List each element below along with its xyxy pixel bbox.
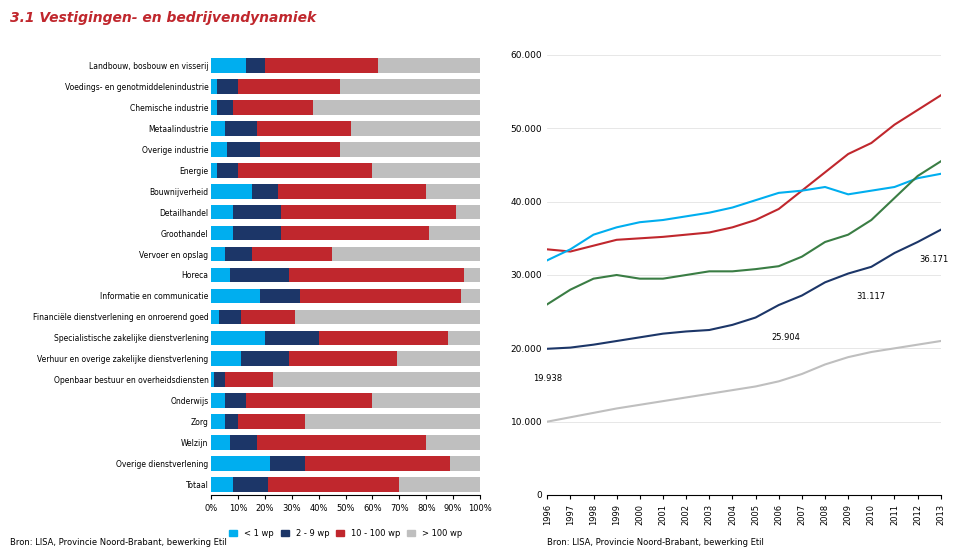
Bar xyxy=(225,372,273,387)
Bar xyxy=(211,310,219,324)
Bar xyxy=(456,205,480,219)
Bar xyxy=(450,456,480,471)
Bar xyxy=(225,121,257,136)
Bar xyxy=(259,289,300,303)
Bar xyxy=(228,142,259,157)
Bar xyxy=(211,226,232,240)
Bar xyxy=(289,351,396,366)
Text: 31.117: 31.117 xyxy=(856,293,886,301)
Bar xyxy=(241,310,295,324)
Bar xyxy=(265,58,378,73)
Bar xyxy=(230,435,257,450)
Bar xyxy=(289,268,464,282)
Bar xyxy=(232,205,281,219)
Text: 19.938: 19.938 xyxy=(533,375,562,383)
Bar xyxy=(211,184,252,199)
Bar xyxy=(268,477,399,492)
Bar xyxy=(225,247,252,261)
Bar xyxy=(211,79,217,94)
Bar xyxy=(273,372,480,387)
Bar xyxy=(300,289,461,303)
Bar xyxy=(211,121,225,136)
Bar xyxy=(211,205,232,219)
Bar xyxy=(232,226,281,240)
Bar xyxy=(238,163,372,178)
Bar xyxy=(246,393,372,408)
Bar xyxy=(257,121,351,136)
Bar xyxy=(305,414,480,429)
Bar xyxy=(378,58,480,73)
Bar xyxy=(246,58,265,73)
Bar xyxy=(219,310,241,324)
Bar xyxy=(295,310,480,324)
Bar xyxy=(265,331,319,345)
Bar xyxy=(340,79,480,94)
Bar xyxy=(238,79,340,94)
Bar xyxy=(211,58,246,73)
Text: 3.1 Vestigingen- en bedrijvendynamiek: 3.1 Vestigingen- en bedrijvendynamiek xyxy=(10,11,316,25)
Bar xyxy=(211,268,230,282)
Bar xyxy=(257,435,426,450)
Bar xyxy=(252,184,278,199)
Bar xyxy=(447,331,480,345)
Bar xyxy=(313,100,480,115)
Bar xyxy=(278,184,426,199)
Bar xyxy=(232,477,268,492)
Bar xyxy=(225,414,238,429)
Bar xyxy=(230,268,289,282)
Bar xyxy=(211,435,230,450)
Text: 36.171: 36.171 xyxy=(920,255,948,265)
Bar xyxy=(271,456,305,471)
Bar xyxy=(319,331,447,345)
Bar xyxy=(211,477,232,492)
Bar xyxy=(426,184,480,199)
Bar xyxy=(372,393,480,408)
Bar xyxy=(259,142,340,157)
Bar xyxy=(211,331,265,345)
Bar xyxy=(464,268,480,282)
Bar xyxy=(217,163,238,178)
Bar xyxy=(399,477,480,492)
Text: Ontwikkeling aantal vestigingen, 1996-2013, Brabantse arbeidsmarktregio’s: Ontwikkeling aantal vestigingen, 1996-20… xyxy=(551,27,898,36)
Bar xyxy=(211,100,217,115)
Bar xyxy=(281,205,456,219)
Bar xyxy=(225,393,246,408)
Bar xyxy=(232,100,313,115)
Bar xyxy=(211,351,241,366)
Text: 25.904: 25.904 xyxy=(771,333,800,342)
Bar xyxy=(396,351,480,366)
Bar xyxy=(238,414,305,429)
Bar xyxy=(281,226,429,240)
Bar xyxy=(217,79,238,94)
Bar xyxy=(332,247,480,261)
Bar xyxy=(241,351,289,366)
Bar xyxy=(351,121,480,136)
Bar xyxy=(211,414,225,429)
Bar xyxy=(211,163,217,178)
Bar xyxy=(340,142,480,157)
Bar xyxy=(252,247,332,261)
Bar xyxy=(461,289,480,303)
Bar xyxy=(217,100,232,115)
Bar xyxy=(429,226,480,240)
Bar xyxy=(211,456,271,471)
Text: Werkgelegenheidssamenstelling naar grootteklasse, Midden-Brabant, 2013, in %: Werkgelegenheidssamenstelling naar groot… xyxy=(14,27,381,36)
Text: Bron: LISA, Provincie Noord-Brabant, bewerking Etil: Bron: LISA, Provincie Noord-Brabant, bew… xyxy=(547,538,764,547)
Bar xyxy=(426,435,480,450)
Bar xyxy=(211,289,259,303)
Bar xyxy=(305,456,450,471)
Bar xyxy=(214,372,225,387)
Legend: < 1 wp, 2 - 9 wp, 10 - 100 wp, > 100 wp: < 1 wp, 2 - 9 wp, 10 - 100 wp, > 100 wp xyxy=(226,526,466,541)
Bar xyxy=(211,393,225,408)
Bar xyxy=(211,142,228,157)
Bar xyxy=(372,163,480,178)
Text: Bron: LISA, Provincie Noord-Brabant, bewerking Etil: Bron: LISA, Provincie Noord-Brabant, bew… xyxy=(10,538,227,547)
Bar xyxy=(211,247,225,261)
Bar xyxy=(211,372,214,387)
